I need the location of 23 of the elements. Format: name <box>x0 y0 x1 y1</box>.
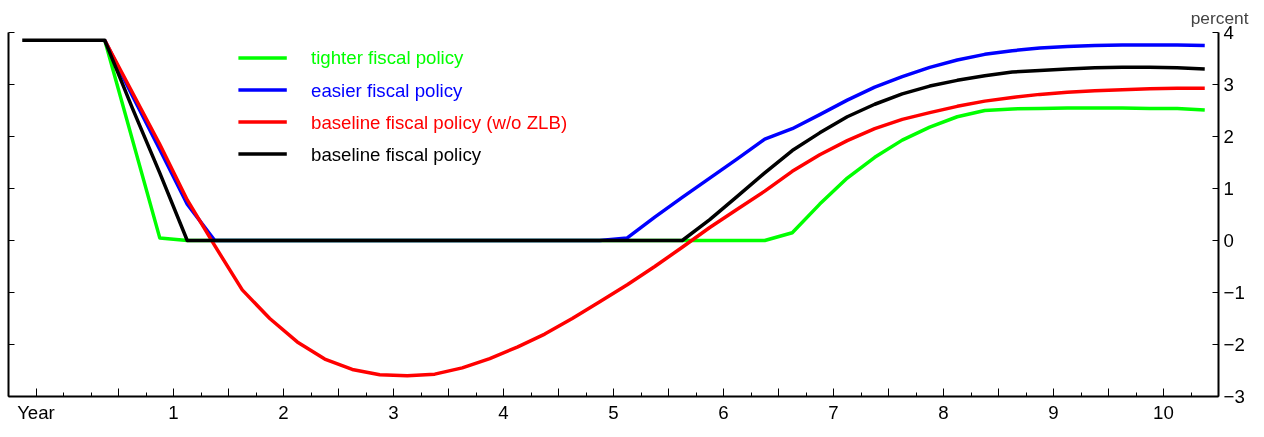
legend-label: tighter fiscal policy <box>311 47 465 69</box>
x-tick-label: 5 <box>608 401 619 423</box>
y-tick-label: 0 <box>1223 230 1234 251</box>
y-tick-label: 1 <box>1223 178 1234 199</box>
x-tick-label: 4 <box>498 401 509 423</box>
x-tick-label: Year <box>17 401 55 423</box>
x-tick-label: 10 <box>1153 401 1174 423</box>
y-axis-title: percent <box>1190 7 1249 28</box>
legend-label: baseline fiscal policy <box>311 143 482 165</box>
x-tick-label: 3 <box>388 401 399 423</box>
y-tick-label: 3 <box>1223 74 1234 95</box>
y-tick-label: −3 <box>1223 386 1245 407</box>
x-tick-label: 6 <box>718 401 729 423</box>
legend-label: easier fiscal policy <box>311 79 464 101</box>
x-tick-label: 2 <box>278 401 289 423</box>
x-tick-label: 1 <box>168 401 179 423</box>
y-tick-label: 2 <box>1223 126 1234 147</box>
y-tick-label: −2 <box>1223 334 1245 355</box>
legend-label: baseline fiscal policy (w/o ZLB) <box>311 111 568 133</box>
y-tick-label: −1 <box>1223 282 1245 303</box>
x-tick-label: 9 <box>1048 401 1059 423</box>
x-tick-label: 8 <box>938 401 949 423</box>
x-tick-label: 7 <box>828 401 839 423</box>
